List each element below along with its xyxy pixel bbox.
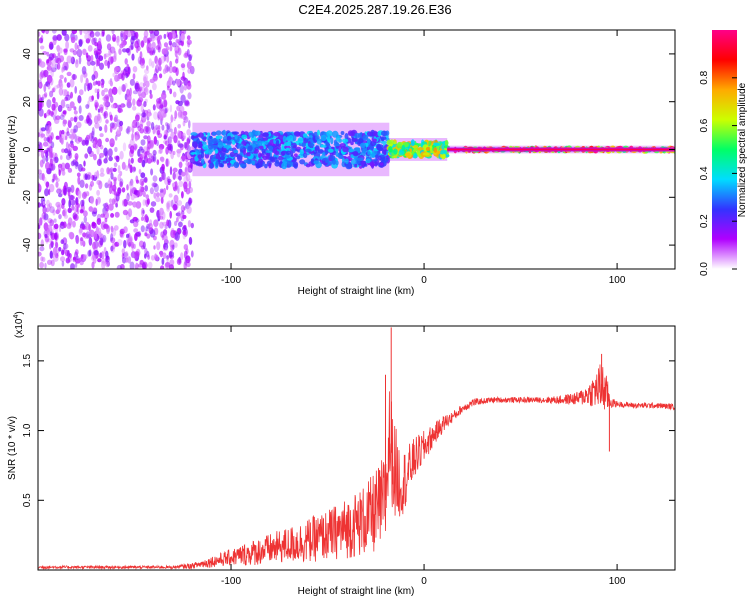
heatmap-region-2 bbox=[189, 122, 391, 177]
colorbar: 0.0 0.2 0.4 0.6 0.8 Normalized spectral ampl… bbox=[699, 30, 748, 276]
colorbar-tick-label: 0.4 bbox=[699, 166, 710, 180]
snr-series-line bbox=[38, 364, 675, 570]
snr-multiplier-base: (x10 bbox=[14, 318, 25, 338]
spectrogram-ytick-label: -20 bbox=[22, 190, 33, 205]
snr-frame bbox=[37, 325, 676, 571]
snr-ytick-label: 1.0 bbox=[22, 423, 33, 437]
snr-ticks: -100 0 100 0.5 1.0 1.5 bbox=[22, 326, 675, 587]
colorbar-tick-label: 0.6 bbox=[699, 118, 710, 132]
spectrogram-xtick-label: -100 bbox=[221, 275, 241, 286]
spectrogram-xlabel: Height of straight line (km) bbox=[298, 286, 415, 297]
snr-ytick-label: 1.5 bbox=[22, 353, 33, 367]
colorbar-ticks: 0.0 0.2 0.4 0.6 0.8 bbox=[699, 70, 737, 276]
snr-series bbox=[38, 327, 675, 570]
snr-xlabel: Height of straight line (km) bbox=[298, 586, 415, 597]
snr-xtick-label: 100 bbox=[609, 576, 626, 587]
heatmap-region-4 bbox=[447, 145, 675, 154]
spectrogram-ytick-label: 40 bbox=[22, 48, 33, 60]
spectrogram-ylabel: Frequency (Hz) bbox=[7, 116, 18, 185]
snr-panel: -100 0 100 0.5 1.0 1.5 (x104) Height of strai… bbox=[7, 311, 676, 597]
snr-xtick-label: 0 bbox=[421, 576, 427, 587]
heatmap-region-1 bbox=[38, 30, 195, 269]
colorbar-tick-label: 0.0 bbox=[699, 262, 710, 276]
spectrogram-ytick-label: 20 bbox=[22, 96, 33, 108]
snr-multiplier-close: ) bbox=[14, 311, 25, 314]
spectrogram-ytick-label: 0 bbox=[22, 146, 33, 152]
spectrogram-ytick-label: -40 bbox=[22, 237, 33, 252]
spectrogram-heatmap bbox=[38, 30, 675, 269]
colorbar-tick-label: 0.2 bbox=[699, 214, 710, 228]
snr-ytick-label: 0.5 bbox=[22, 493, 33, 507]
heatmap-region-3 bbox=[386, 138, 450, 161]
spectrogram-xtick-label: 0 bbox=[421, 275, 427, 286]
snr-multiplier-exp: 4 bbox=[13, 315, 20, 319]
colorbar-gradient bbox=[712, 30, 737, 269]
spectrogram-panel: -100 0 100 -40 -20 0 20 40 Height of straight l… bbox=[7, 29, 676, 297]
colorbar-tick-label: 0.8 bbox=[699, 70, 710, 84]
spectrogram-ticks: -100 0 100 -40 -20 0 20 40 bbox=[22, 30, 675, 286]
snr-ylabel: SNR (10 * v/v) bbox=[7, 416, 18, 480]
colorbar-label: Normalized spectral amplitude bbox=[737, 82, 748, 217]
snr-xtick-label: -100 bbox=[221, 576, 241, 587]
snr-multiplier: (x104) bbox=[13, 311, 25, 338]
figure-title: C2E4.2025.287.19.26.E36 bbox=[298, 2, 451, 17]
spectrogram-xtick-label: 100 bbox=[609, 275, 626, 286]
